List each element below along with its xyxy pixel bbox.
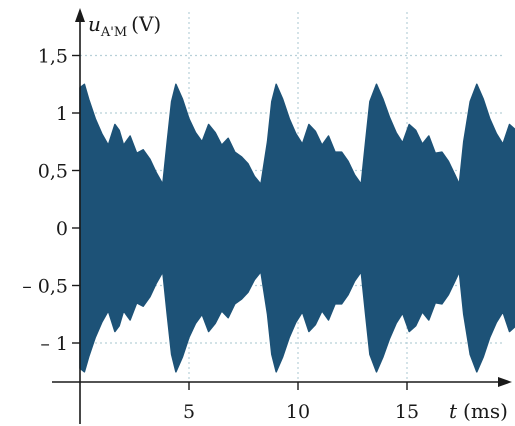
y-axis-label: uA'M (V) <box>88 12 161 40</box>
y-tick-label: 1 <box>56 103 68 125</box>
signal-fill <box>79 83 515 373</box>
x-axis-arrow <box>498 377 512 387</box>
ticks: 1,5 1 0,5 0 – 0,5 – 1 5 10 15 <box>22 46 419 424</box>
x-tick-label: 5 <box>183 401 195 423</box>
y-tick-label: – 1 <box>40 333 68 355</box>
y-tick-label: 0,5 <box>38 161 68 183</box>
signal-envelope <box>79 83 515 373</box>
x-tick-label: 15 <box>395 401 419 423</box>
y-tick-label: – 0,5 <box>22 276 68 298</box>
axes <box>52 8 512 424</box>
axis-labels: uA'M (V) t (ms) <box>88 12 508 423</box>
y-tick-label: 1,5 <box>38 46 68 68</box>
y-axis-arrow <box>75 8 85 22</box>
x-tick-label: 10 <box>286 401 310 423</box>
y-tick-label: 0 <box>56 218 68 240</box>
x-axis-label: t (ms) <box>449 399 508 423</box>
